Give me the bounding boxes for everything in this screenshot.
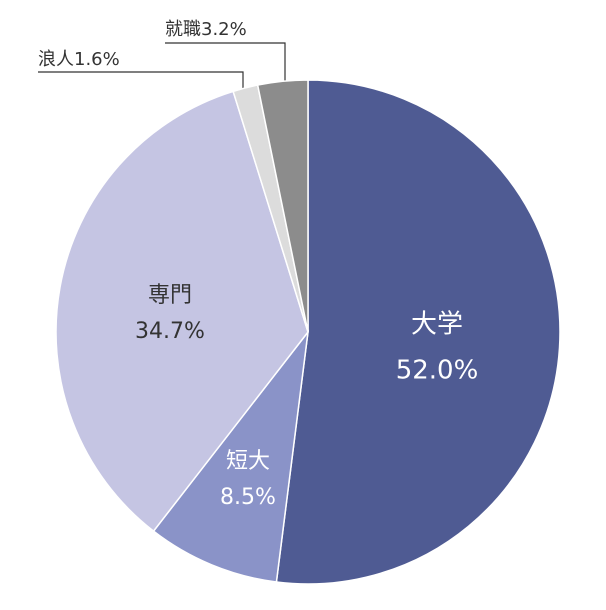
leader-line (38, 71, 244, 96)
pie-slice (256, 79, 309, 333)
slice-label: 大学 (411, 310, 463, 340)
slice-label: 専門 (148, 283, 192, 308)
category-label: 就職 (165, 19, 201, 40)
pie-slice (152, 329, 310, 583)
value-label: 3.2% (201, 19, 247, 40)
category-label: 浪人 (38, 49, 74, 70)
value-label: 1.6% (74, 49, 120, 70)
value-label: 34.7% (135, 319, 205, 344)
slice-label: 短大 (226, 449, 270, 474)
value-label: 52.0% (396, 356, 479, 386)
slice-label: 浪人1.6% (38, 49, 120, 70)
pie-slice (275, 79, 561, 585)
pie-slice (55, 90, 309, 533)
leader-line (165, 42, 286, 86)
value-label: 8.5% (220, 485, 276, 510)
slice-label: 就職3.2% (165, 19, 247, 40)
